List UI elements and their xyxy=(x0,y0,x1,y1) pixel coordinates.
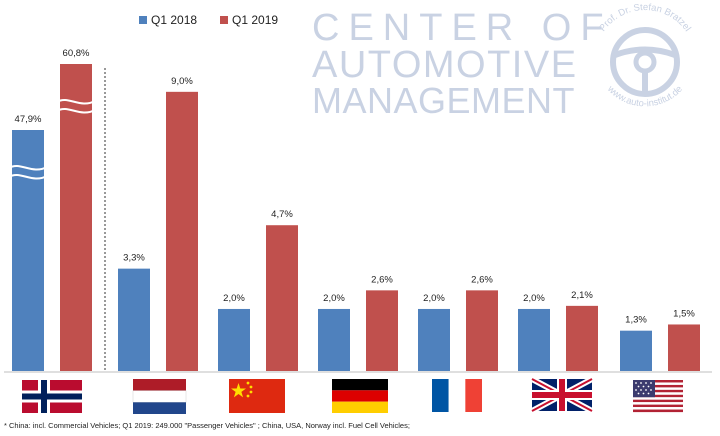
bar-france-q1-2018 xyxy=(418,308,450,371)
value-label: 1,5% xyxy=(673,308,695,319)
value-label: 47,9% xyxy=(15,114,42,125)
category-axis xyxy=(22,376,683,414)
value-label: 2,1% xyxy=(571,290,593,301)
netherlands-flag-icon xyxy=(132,379,187,414)
axis-break-marks xyxy=(8,99,96,180)
bar-usa-q1-2018 xyxy=(620,330,652,371)
value-label: 2,0% xyxy=(523,293,545,304)
value-label: 2,6% xyxy=(471,274,493,285)
value-labels: 47,9% 60,8% 3,3% 9,0% 2,0% 4,7% 2,0% 2,6% 2,0% 2,… xyxy=(15,48,696,326)
axis-break-wave xyxy=(56,99,96,105)
bar-united-kingdom-q1-2019 xyxy=(566,305,598,371)
usa-flag-icon xyxy=(633,380,683,413)
china-flag-icon xyxy=(229,379,285,413)
value-label: 2,0% xyxy=(323,293,345,304)
value-label: 4,7% xyxy=(271,209,293,220)
legend-swatch-q1-2018 xyxy=(139,16,147,24)
value-label: 1,3% xyxy=(625,315,647,326)
bar-netherlands-q1-2018 xyxy=(118,268,150,371)
legend-swatch-q1-2019 xyxy=(220,16,228,24)
legend-label-q1-2018: Q1 2018 xyxy=(151,13,197,27)
legend: Q1 2018 Q1 2019 xyxy=(139,13,278,27)
bar-germany-q1-2019 xyxy=(366,290,398,371)
steering-wheel-icon xyxy=(610,27,680,97)
value-label: 2,0% xyxy=(223,293,245,304)
legend-label-q1-2019: Q1 2019 xyxy=(232,13,278,27)
logo-line-2: AUTOMOTIVE xyxy=(312,44,578,86)
logo-line-3: MANAGEMENT xyxy=(312,80,575,121)
center-of-automotive-management-logo: CENTER OF AUTOMOTIVE MANAGEMENT Prof. Dr… xyxy=(312,2,693,121)
footnote: * China: incl. Commercial Vehicles; Q1 2… xyxy=(4,421,410,430)
germany-flag-icon xyxy=(332,379,388,413)
bar-usa-q1-2019 xyxy=(668,324,700,371)
uk-flag-icon xyxy=(530,376,594,414)
norway-flag-icon xyxy=(22,380,82,413)
bar-france-q1-2019 xyxy=(466,290,498,371)
value-label: 2,0% xyxy=(423,293,445,304)
bars xyxy=(12,64,700,371)
value-label: 9,0% xyxy=(171,76,193,87)
france-flag-icon xyxy=(432,379,482,412)
bar-netherlands-q1-2019 xyxy=(166,91,198,371)
value-label: 2,6% xyxy=(371,274,393,285)
bar-germany-q1-2018 xyxy=(318,308,350,371)
axis-break-wave xyxy=(8,165,48,171)
axis-break-wave xyxy=(56,108,96,114)
value-label: 3,3% xyxy=(123,253,145,264)
value-label: 60,8% xyxy=(63,48,90,59)
bar-united-kingdom-q1-2018 xyxy=(518,308,550,371)
axis-break-wave xyxy=(8,174,48,180)
bar-china-q1-2019 xyxy=(266,225,298,371)
logo-line-1: CENTER OF xyxy=(312,7,613,49)
bar-norway-q1-2019 xyxy=(60,64,92,371)
bar-china-q1-2018 xyxy=(218,308,250,371)
